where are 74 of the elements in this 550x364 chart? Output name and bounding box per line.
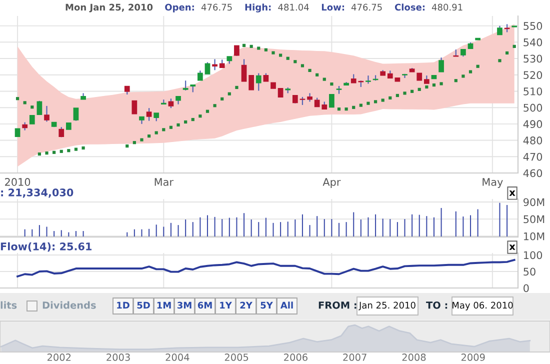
candlestick <box>234 45 240 56</box>
text: May 06. 2010 <box>452 302 513 310</box>
candlestick <box>132 100 138 114</box>
candlestick <box>146 108 152 122</box>
text: 1Y <box>220 302 232 308</box>
text: Open: <box>165 4 194 12</box>
candlestick <box>241 58 247 82</box>
text: FROM : <box>318 301 356 309</box>
candlestick <box>329 94 334 108</box>
text: Mon Jan 25, 2010 <box>66 4 153 12</box>
text: Low: <box>322 4 344 11</box>
x-tick-label: May <box>482 178 503 188</box>
text: 5Y <box>260 302 273 309</box>
y-tick-label: 540 <box>524 38 542 46</box>
candlestick <box>44 105 50 122</box>
candlestick <box>248 75 254 90</box>
text: 3M <box>177 302 192 309</box>
x-tick-label: 2005 <box>224 354 248 361</box>
text: x <box>509 244 516 250</box>
x-tick-label: 2010 <box>5 178 30 186</box>
y-tick-label: 510 <box>524 87 542 96</box>
candlestick <box>212 58 218 71</box>
chart-title: : 21,334,030 <box>1 188 74 198</box>
text: 5D <box>137 302 150 309</box>
text: 481.04 <box>278 4 309 11</box>
x-tick-label: 2004 <box>166 354 190 361</box>
text: 476.75 <box>351 4 382 11</box>
text: lits <box>0 301 17 309</box>
y-tick-label: 0 <box>524 284 529 292</box>
x-tick-label: 2003 <box>106 354 130 361</box>
text: 476.75 <box>201 4 232 11</box>
text: 6M <box>198 302 212 309</box>
y-tick-label: 490 <box>523 120 542 128</box>
y-tick-label: 10M <box>524 232 544 240</box>
text: 480.91 <box>432 4 462 11</box>
y-tick-label: 480 <box>523 136 542 144</box>
text: Close: <box>394 4 425 11</box>
candlestick <box>204 62 210 74</box>
text: All <box>280 302 293 308</box>
text: 2Y <box>240 302 252 308</box>
text: Dividends <box>42 301 96 309</box>
x-tick-label: 2007 <box>343 354 366 361</box>
candlestick <box>182 80 188 91</box>
x-tick-label: 2008 <box>402 354 426 361</box>
candlestick <box>366 74 371 84</box>
text: 1D <box>117 302 130 308</box>
y-tick-label: 460 <box>523 169 542 178</box>
candlestick <box>168 98 174 109</box>
candlestick <box>36 100 42 116</box>
text: 1M <box>157 302 171 308</box>
line-series <box>16 258 516 278</box>
y-tick-label: 50 <box>524 268 536 276</box>
chart-title: Flow(14): 25.61 <box>0 242 92 252</box>
x-tick-label: 2006 <box>284 354 308 361</box>
text: High: <box>245 4 271 12</box>
y-tick-label: 50M <box>524 215 544 224</box>
candlestick <box>73 108 79 122</box>
text: Jan 25. 2010 <box>358 302 416 310</box>
text: TO : <box>426 301 448 309</box>
text: x <box>509 190 516 196</box>
y-tick-label: 500 <box>524 104 542 112</box>
x-tick-label: Apr <box>322 178 341 188</box>
y-tick-label: 470 <box>523 152 542 161</box>
y-tick-label: 530 <box>524 54 542 63</box>
y-tick-label: 90M <box>524 198 544 206</box>
candlestick <box>198 70 203 81</box>
y-tick-label: 520 <box>524 71 542 79</box>
x-tick-label: Mar <box>154 178 174 186</box>
y-tick-label: 550 <box>524 22 542 30</box>
candlestick <box>256 72 262 92</box>
candlestick <box>438 56 444 72</box>
x-tick-label: 2002 <box>47 354 71 361</box>
y-tick-label: 100 <box>524 251 542 260</box>
x-tick-label: 2009 <box>461 354 485 361</box>
